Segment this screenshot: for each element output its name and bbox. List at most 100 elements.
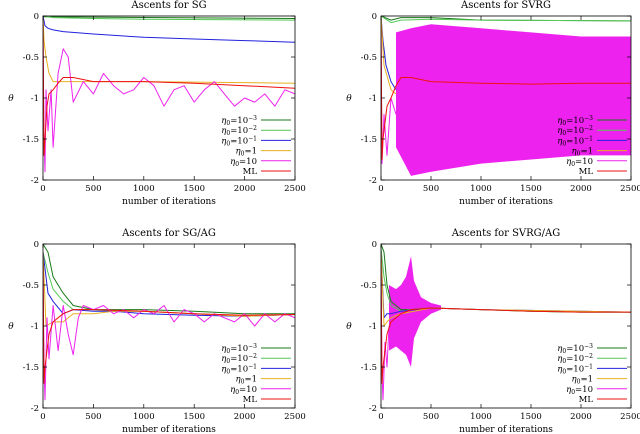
y-tick-label: -1 <box>369 322 377 332</box>
legend-label: η0=10−3 <box>557 115 593 127</box>
legend-label: η0=10−3 <box>221 115 257 127</box>
x-axis-label: number of iterations <box>459 197 553 207</box>
x-tick-label: 0 <box>378 184 383 194</box>
x-tick-label: 2000 <box>234 412 256 422</box>
chart-title: Ascents for SG <box>130 0 206 11</box>
x-tick-label: 0 <box>40 412 45 422</box>
y-tick-label: -0.5 <box>23 53 39 63</box>
legend-label: η0=10−1 <box>557 363 593 375</box>
series-line-1 <box>43 244 295 315</box>
x-tick-label: 500 <box>423 412 439 422</box>
y-tick-label: -1 <box>31 94 39 104</box>
x-tick-label: 1000 <box>133 412 155 422</box>
x-tick-label: 500 <box>423 184 439 194</box>
legend-label: ML <box>579 167 594 177</box>
x-axis-label: number of iterations <box>122 197 216 207</box>
y-tick-label: -1 <box>369 94 377 104</box>
y-tick-label: -1.5 <box>23 363 39 373</box>
y-tick-label: 0 <box>372 12 377 22</box>
x-tick-label: 1500 <box>520 412 542 422</box>
chart-panel-1: 0 500 1000 1500 2000 2500 0 -0.5 -1 -1.5 -2 Ascents… <box>8 0 306 207</box>
y-tick-label: -0.5 <box>361 53 377 63</box>
series-line-6 <box>43 260 295 384</box>
legend-label: ML <box>243 395 258 405</box>
legend-label: η0=10 <box>566 157 593 168</box>
x-tick-label: 1500 <box>183 412 205 422</box>
y-tick-label: 0 <box>34 240 39 250</box>
legend-label: η0=1 <box>236 375 257 386</box>
x-tick-label: 2000 <box>570 184 592 194</box>
series-line-4 <box>381 16 397 95</box>
x-tick-label: 2000 <box>570 412 592 422</box>
plot-frame <box>42 243 296 409</box>
legend-label: η0=10 <box>230 157 257 168</box>
series-line-3 <box>43 252 295 317</box>
legend-label: η0=10−1 <box>221 135 257 147</box>
x-tick-label: 500 <box>85 412 101 422</box>
y-tick-label: -2 <box>369 404 377 414</box>
x-axis-label: number of iterations <box>459 425 553 434</box>
x-tick-label: 1000 <box>470 184 492 194</box>
y-axis-label: θ <box>8 94 14 104</box>
legend-label: η0=10−1 <box>221 363 257 375</box>
legend-label: η0=10−3 <box>221 343 257 355</box>
x-axis-label: number of iterations <box>122 425 216 434</box>
chart-panel-4: 0 500 1000 1500 2000 2500 0 -0.5 -1 -1.5 -2 Ascents… <box>346 228 640 434</box>
y-tick-label: -1.5 <box>23 135 39 145</box>
y-tick-label: -0.5 <box>361 281 377 291</box>
y-tick-label: -2 <box>31 176 39 186</box>
x-tick-label: 2500 <box>620 412 640 422</box>
y-tick-label: -1.5 <box>361 363 377 373</box>
oscillation-band <box>396 24 631 176</box>
x-tick-label: 0 <box>378 412 383 422</box>
x-tick-label: 1500 <box>183 184 205 194</box>
legend-label: ML <box>243 167 258 177</box>
legend-label: η0=10−2 <box>557 353 593 365</box>
plot-area <box>43 244 295 401</box>
x-tick-label: 1500 <box>520 184 542 194</box>
x-tick-label: 1000 <box>133 184 155 194</box>
y-tick-label: -0.5 <box>23 281 39 291</box>
oscillation-band <box>389 256 441 367</box>
y-tick-label: -1 <box>31 322 39 332</box>
x-tick-label: 500 <box>85 184 101 194</box>
y-tick-label: 0 <box>372 240 377 250</box>
y-axis-label: θ <box>346 94 352 104</box>
legend-label: η0=10−3 <box>557 343 593 355</box>
legend-label: η0=1 <box>236 147 257 158</box>
y-tick-label: -1.5 <box>361 135 377 145</box>
plot-area <box>381 244 631 401</box>
legend-label: η0=1 <box>572 375 593 386</box>
legend-label: η0=10 <box>230 385 257 396</box>
legend-label: η0=1 <box>572 147 593 158</box>
chart-title: Ascents for SG/AG <box>121 228 216 239</box>
plot-area <box>381 16 631 176</box>
x-tick-label: 2500 <box>284 412 306 422</box>
y-tick-label: -2 <box>369 176 377 186</box>
series-line-5 <box>43 268 295 401</box>
y-axis-label: θ <box>8 322 14 332</box>
chart-panel-3: 0 500 1000 1500 2000 2500 0 -0.5 -1 -1.5 -2 Ascents… <box>8 228 306 434</box>
y-tick-label: -2 <box>31 404 39 414</box>
series-line-2 <box>381 16 631 24</box>
x-tick-label: 0 <box>40 184 45 194</box>
series-line-6 <box>43 24 295 156</box>
chart-title: Ascents for SVRG <box>460 0 551 11</box>
y-axis-label: θ <box>346 322 352 332</box>
chart-title: Ascents for SVRG/AG <box>451 228 561 239</box>
series-line-1 <box>43 16 295 19</box>
series-line-6 <box>381 24 631 160</box>
x-tick-label: 2000 <box>234 184 256 194</box>
legend-label: η0=10−1 <box>557 135 593 147</box>
chart-panel-2: 0 500 1000 1500 2000 2500 0 -0.5 -1 -1.5 -2 Ascents… <box>346 0 640 207</box>
legend-label: η0=10−2 <box>221 125 257 137</box>
x-tick-label: 1000 <box>470 412 492 422</box>
x-tick-label: 2500 <box>284 184 306 194</box>
series-line-4 <box>43 16 295 84</box>
legend-label: ML <box>579 395 594 405</box>
plot-area <box>43 16 295 173</box>
x-tick-label: 2500 <box>620 184 640 194</box>
series-line-5 <box>43 32 295 173</box>
legend-label: η0=10 <box>566 385 593 396</box>
